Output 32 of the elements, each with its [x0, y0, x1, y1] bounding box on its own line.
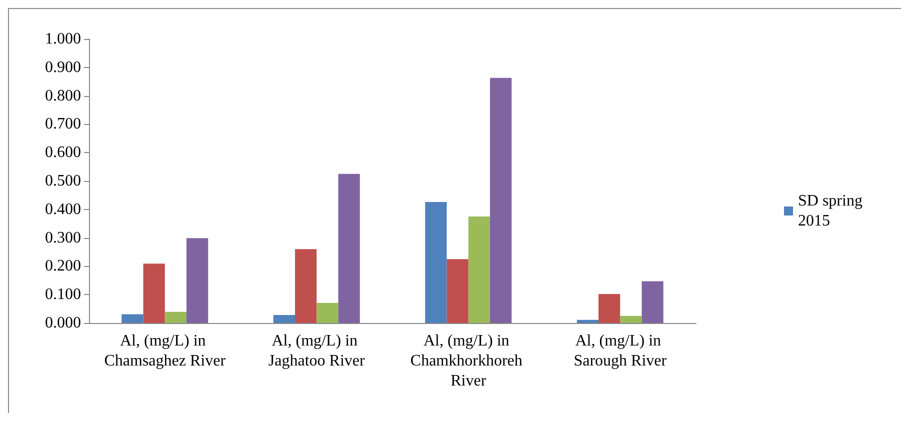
- y-tick-label: 0.000: [45, 314, 81, 332]
- x-tick-label: Al, (mg/L) in Chamkhorkhoreh River: [410, 332, 526, 390]
- x-tick-label: Al, (mg/L) in Sarough River: [574, 332, 668, 370]
- bar: [164, 312, 186, 323]
- y-tick-label: 0.800: [45, 87, 81, 104]
- bar: [576, 320, 598, 323]
- bar: [273, 315, 295, 323]
- legend-label: SD spring 2015: [798, 192, 866, 230]
- bar: [338, 174, 360, 323]
- y-tick-label: 0.700: [45, 116, 81, 133]
- bar: [425, 202, 447, 323]
- bar: [316, 302, 338, 323]
- bar: [143, 264, 165, 323]
- bar: [468, 216, 490, 323]
- y-tick-label: 0.900: [45, 58, 81, 76]
- bar: [598, 294, 620, 323]
- bar: [620, 316, 642, 323]
- bar: [490, 78, 512, 323]
- y-tick-label: 0.300: [45, 229, 81, 246]
- y-tick-label: 0.400: [45, 200, 81, 218]
- bar: [122, 314, 144, 323]
- y-tick-label: 0.100: [45, 286, 81, 304]
- y-tick-label: 0.600: [45, 144, 81, 162]
- bar: [446, 259, 468, 323]
- y-tick-label: 1.000: [45, 30, 81, 48]
- bar: [295, 249, 317, 323]
- bar: [642, 281, 664, 323]
- y-tick-label: 0.500: [45, 172, 81, 190]
- bar: [186, 238, 208, 323]
- x-tick-label: Al, (mg/L) in Chamsaghez River: [104, 332, 226, 370]
- y-tick-label: 0.200: [45, 258, 81, 275]
- x-tick-label: Al, (mg/L) in Jaghatoo River: [268, 332, 366, 370]
